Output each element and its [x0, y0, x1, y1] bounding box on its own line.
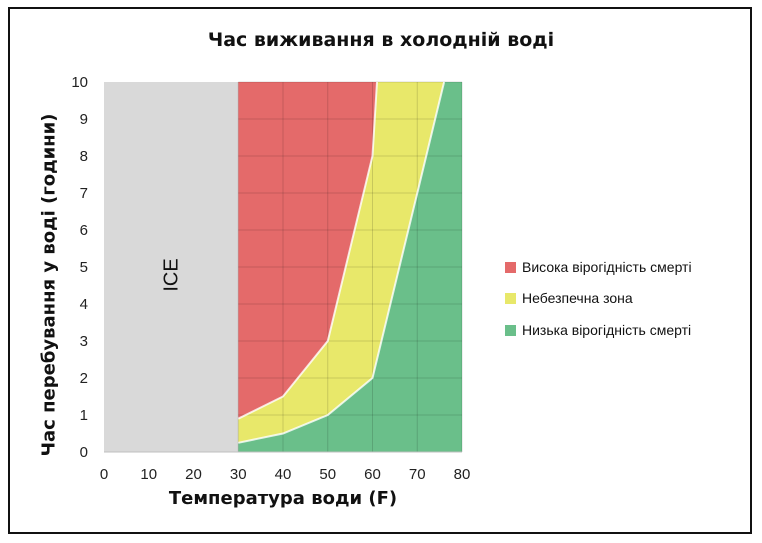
x-tick-label: 10: [140, 466, 157, 483]
x-tick-label: 70: [409, 466, 426, 483]
legend-item-danger-zone: Небезпечна зона: [505, 288, 633, 308]
x-tick-label: 40: [275, 466, 292, 483]
chart-title: Час виживання в холодній воді: [207, 29, 555, 51]
y-tick-label: 5: [80, 259, 88, 276]
x-tick-label: 30: [230, 466, 247, 483]
legend-swatch-low-risk: [505, 324, 516, 336]
y-tick-label: 9: [80, 111, 88, 128]
boundary-high-risk: [237, 81, 378, 420]
x-tick-label: 80: [454, 466, 471, 483]
area-danger-zone: [238, 82, 445, 443]
y-tick-label: 3: [80, 333, 88, 350]
y-tick-label: 7: [80, 185, 88, 202]
legend-item-low-risk: Низька вірогідність смерті: [505, 320, 691, 340]
legend-swatch-high-risk: [505, 261, 516, 273]
y-tick-label: 0: [80, 444, 88, 461]
x-tick-label: 20: [185, 466, 202, 483]
x-tick-label: 60: [364, 466, 381, 483]
y-tick-label: 10: [71, 74, 88, 91]
area-high-risk: [238, 82, 377, 419]
x-tick-label: 50: [319, 466, 336, 483]
y-tick-label: 1: [80, 407, 88, 424]
area-low-risk: [238, 82, 462, 452]
y-tick-label: 6: [80, 222, 88, 239]
x-tick-label: 0: [100, 466, 108, 483]
x-axis-label: Температура води (F): [168, 488, 398, 509]
legend-swatch-danger-zone: [505, 292, 516, 304]
y-tick-label: 4: [80, 296, 88, 313]
ice-label: ICE: [160, 258, 182, 291]
boundary-low-risk: [238, 81, 446, 444]
legend-label-danger-zone: Небезпечна зона: [522, 290, 633, 306]
legend-label-high-risk: Висока вірогідність смерті: [522, 259, 692, 275]
legend-label-low-risk: Низька вірогідність смерті: [522, 322, 692, 338]
legend-item-high-risk: Висока вірогідність смерті: [505, 257, 692, 277]
ice-region: [104, 82, 239, 452]
chart-frame: [8, 7, 752, 534]
y-tick-label: 2: [80, 370, 88, 387]
y-tick-label: 8: [80, 148, 88, 165]
